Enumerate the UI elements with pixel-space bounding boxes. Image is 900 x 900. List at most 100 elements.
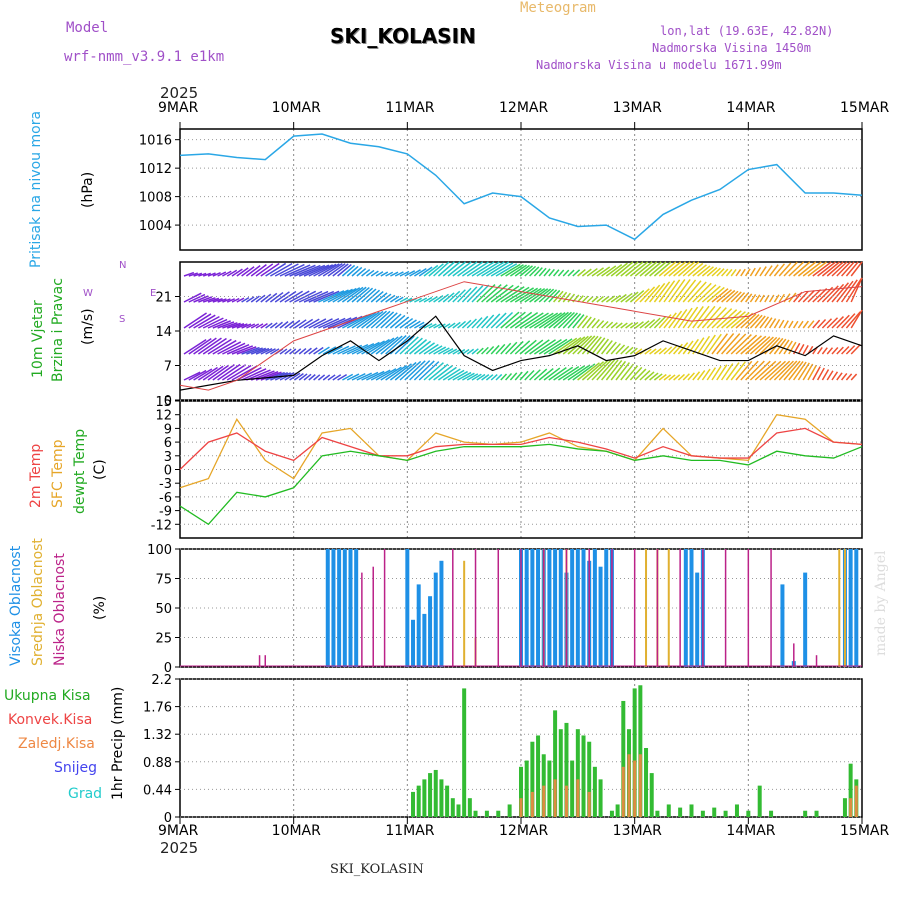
wind-barb (591, 267, 604, 277)
wind-barb (188, 313, 212, 329)
wind-barb (183, 292, 202, 303)
wind-barb (370, 310, 391, 329)
precip-total-bar (411, 791, 416, 817)
cloud-bar-0 (558, 549, 563, 667)
wind-barb (768, 294, 775, 303)
wind-barb (322, 317, 346, 329)
wind-barb (572, 335, 593, 355)
wind-barb (437, 293, 450, 303)
wind-barb (586, 267, 598, 277)
wind-barb (514, 371, 523, 381)
wind-barb (433, 365, 453, 381)
wind-barb (428, 263, 444, 277)
cloud-bar-0 (433, 572, 438, 667)
wind-barb (500, 263, 521, 277)
wind-barb (466, 318, 477, 329)
wind-barb (457, 320, 467, 329)
wind-barb (557, 291, 568, 303)
precip-total-bar (632, 688, 637, 817)
wind-barb (346, 313, 372, 329)
wind-barb (298, 318, 314, 329)
wind-barb (754, 266, 762, 277)
wind-barb (625, 346, 634, 355)
wind-barb (346, 265, 359, 277)
wind-barb (639, 370, 651, 381)
wind-barb (437, 261, 455, 277)
wind-barb (725, 311, 746, 329)
cloud-bar-0 (575, 549, 580, 667)
page-title: SKI_KOLASIN (330, 24, 476, 48)
wind-barb (697, 284, 717, 303)
wind-barb (653, 315, 667, 329)
wind-barb (265, 322, 273, 329)
wind-barb (289, 264, 316, 277)
wind-barb (207, 297, 220, 303)
wind-barb (183, 312, 207, 329)
wind-barb (198, 315, 220, 329)
cloud-bar-0 (536, 549, 541, 667)
wind-barb (269, 291, 284, 303)
wind-barb (212, 339, 237, 355)
wind-barb (620, 322, 628, 329)
wind-barb (625, 261, 644, 277)
precip-total-bar (467, 798, 472, 817)
wind-barb (841, 372, 848, 381)
wind-barb (677, 261, 696, 277)
y-tick-label: 1004 (139, 219, 172, 234)
wind-barb (653, 347, 662, 355)
wind-barb (610, 322, 618, 329)
wind-barb (538, 267, 547, 277)
wind-barb (692, 264, 707, 277)
wind-barb (562, 312, 579, 329)
wind-barb (562, 269, 570, 277)
wind-barb (428, 363, 449, 381)
wind-barb (260, 262, 280, 277)
wind-barb (418, 361, 440, 381)
wind-barb (610, 294, 621, 303)
wind-barb (245, 296, 255, 303)
wind-barb (668, 278, 686, 303)
wind-barb (385, 271, 394, 277)
cloud-bar-2 (520, 549, 522, 667)
wind-barb (222, 322, 238, 329)
wind-barb (250, 264, 267, 277)
wind-barb (341, 264, 356, 277)
wind-barb (327, 288, 353, 303)
wind-barb (802, 261, 822, 277)
cloud-bar-0 (439, 560, 444, 667)
wind-barb (418, 266, 433, 277)
precip-total-bar (428, 773, 433, 817)
wind-barb (649, 317, 661, 329)
cloud-bar-2 (747, 549, 750, 667)
y-tick-label: 0 (164, 394, 172, 409)
wind-barb (567, 293, 576, 303)
wind-barb (193, 314, 216, 329)
wind-barb (625, 291, 639, 303)
wind-barb (644, 348, 652, 355)
wind-barb (341, 286, 364, 303)
wind-barb (404, 337, 423, 355)
cloud-bar-0 (553, 549, 558, 667)
wind-barb (615, 362, 630, 381)
wind-barb (212, 364, 235, 381)
wind-barb (466, 373, 479, 381)
day-label-top: 15MAR (840, 100, 890, 116)
wind-barb (649, 372, 659, 381)
wind-barb (413, 360, 435, 381)
wind-barb (706, 367, 717, 381)
wind-barb (318, 317, 340, 329)
precip-label-conv: Konvek.Kisa (8, 712, 93, 728)
wind-barb (778, 262, 792, 277)
wind-barb (485, 284, 508, 303)
wind-barb (346, 343, 369, 355)
wind-barb (802, 320, 809, 329)
wind-barb (212, 271, 221, 277)
wind-barb (524, 287, 546, 303)
wind-barb (327, 374, 336, 381)
wind-barb (308, 264, 334, 277)
wind-barb (241, 346, 260, 355)
cloud-bar-2 (793, 643, 795, 667)
wind-barb (207, 272, 216, 277)
precip-conv-bar (849, 798, 853, 817)
wind-barb (701, 266, 714, 277)
